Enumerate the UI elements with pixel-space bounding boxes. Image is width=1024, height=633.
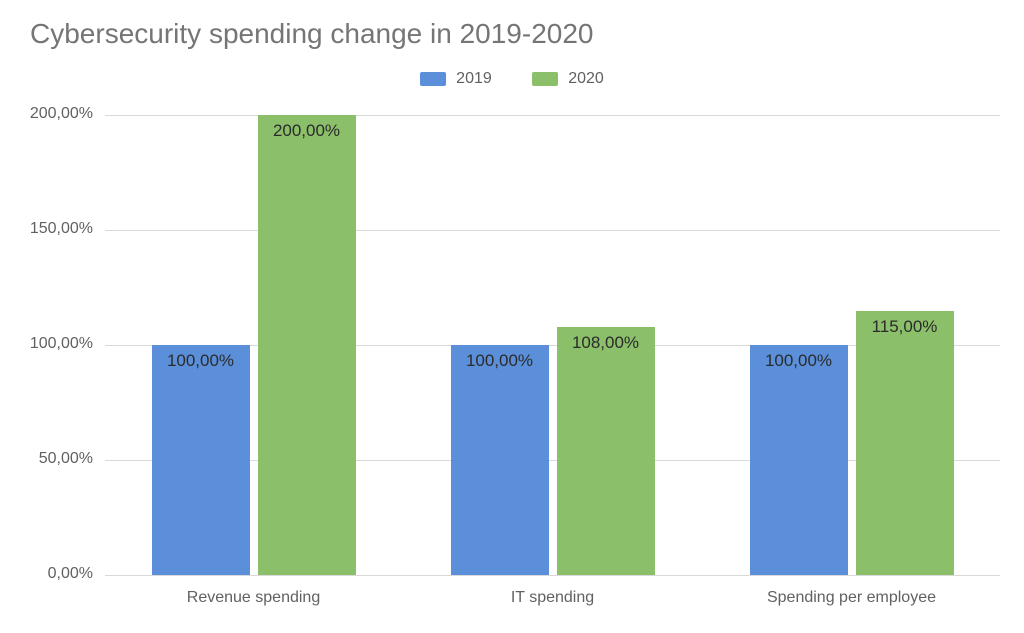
y-tick-label-3: 150,00% [0,220,93,238]
y-tick-label-4: 200,00% [0,105,93,123]
legend-item-2020: 2020 [532,70,604,88]
bar-label-2020-revenue: 200,00% [258,121,356,141]
x-label-revenue: Revenue spending [152,589,356,607]
legend-label-2019: 2019 [456,70,492,88]
legend-swatch-2019 [420,72,446,86]
legend-swatch-2020 [532,72,558,86]
gridline-4 [105,115,1000,116]
bar-2019-emp: 100,00% [750,345,848,575]
chart-container: Cybersecurity spending change in 2019-20… [0,0,1024,633]
bar-label-2020-emp: 115,00% [856,317,954,337]
x-label-it: IT spending [451,589,655,607]
bar-2020-revenue: 200,00% [258,115,356,575]
y-tick-label-2: 100,00% [0,335,93,353]
bar-label-2020-it: 108,00% [557,333,655,353]
bar-2020-it: 108,00% [557,327,655,575]
legend: 2019 2020 [0,70,1024,91]
bar-2019-it: 100,00% [451,345,549,575]
y-tick-label-1: 50,00% [0,450,93,468]
bar-label-2019-revenue: 100,00% [152,351,250,371]
gridline-3 [105,230,1000,231]
chart-title: Cybersecurity spending change in 2019-20… [30,18,594,50]
bar-label-2019-emp: 100,00% [750,351,848,371]
legend-item-2019: 2019 [420,70,492,88]
bar-2020-emp: 115,00% [856,311,954,576]
bar-2019-revenue: 100,00% [152,345,250,575]
legend-label-2020: 2020 [568,70,604,88]
bar-label-2019-it: 100,00% [451,351,549,371]
x-label-emp: Spending per employee [750,589,954,607]
y-tick-label-0: 0,00% [0,565,93,583]
gridline-0 [105,575,1000,576]
